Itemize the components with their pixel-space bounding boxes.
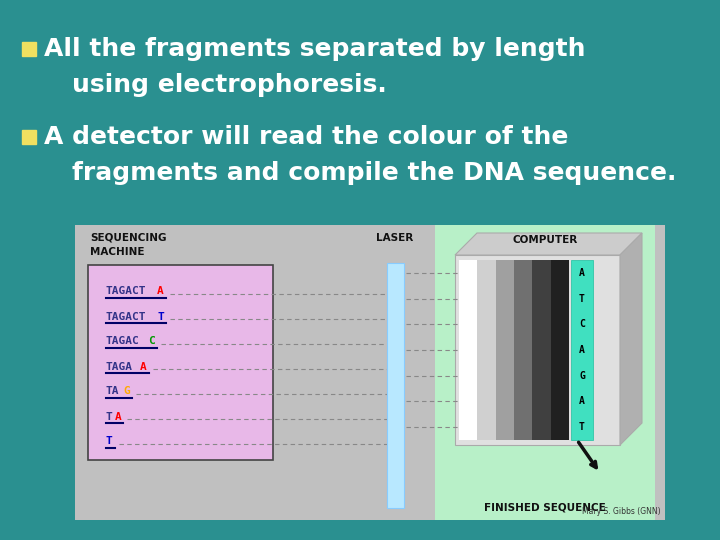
Bar xyxy=(22,130,36,144)
Text: G: G xyxy=(123,387,130,396)
Polygon shape xyxy=(620,233,642,445)
Text: A: A xyxy=(579,396,585,407)
Text: TAGACT: TAGACT xyxy=(106,312,146,321)
Text: A: A xyxy=(579,345,585,355)
Bar xyxy=(459,260,477,440)
Bar xyxy=(514,260,532,440)
Text: SEQUENCING: SEQUENCING xyxy=(90,233,166,243)
Text: fragments and compile the DNA sequence.: fragments and compile the DNA sequence. xyxy=(72,161,676,185)
Bar xyxy=(435,225,655,520)
Text: MACHINE: MACHINE xyxy=(90,247,145,257)
Text: COMPUTER: COMPUTER xyxy=(513,235,577,245)
Bar xyxy=(551,260,569,440)
Bar xyxy=(532,260,551,440)
Text: TAGACT: TAGACT xyxy=(106,287,146,296)
Text: A: A xyxy=(157,287,163,296)
Text: G: G xyxy=(579,371,585,381)
Text: TA: TA xyxy=(106,387,120,396)
Bar xyxy=(571,260,593,440)
Text: T: T xyxy=(106,411,113,422)
Text: A: A xyxy=(114,411,121,422)
Bar xyxy=(455,255,620,445)
Text: LASER: LASER xyxy=(377,233,413,243)
Text: A: A xyxy=(579,268,585,278)
Text: FINISHED SEQUENCE: FINISHED SEQUENCE xyxy=(484,502,606,512)
Text: All the fragments separated by length: All the fragments separated by length xyxy=(44,37,585,61)
Text: T: T xyxy=(579,294,585,303)
Text: TAGA: TAGA xyxy=(106,361,133,372)
Text: A: A xyxy=(140,361,147,372)
Text: TAGAC: TAGAC xyxy=(106,336,140,347)
Text: C: C xyxy=(579,319,585,329)
Text: T: T xyxy=(106,436,113,447)
Bar xyxy=(495,260,514,440)
Bar xyxy=(477,260,495,440)
Bar xyxy=(387,263,404,508)
Text: Mary S. Gibbs (GNN): Mary S. Gibbs (GNN) xyxy=(582,507,661,516)
Bar xyxy=(88,265,273,460)
Text: A detector will read the colour of the: A detector will read the colour of the xyxy=(44,125,568,149)
Text: C: C xyxy=(148,336,156,347)
Text: T: T xyxy=(579,422,585,432)
Polygon shape xyxy=(455,233,642,255)
Text: T: T xyxy=(157,312,163,321)
Bar xyxy=(75,225,665,520)
Text: using electrophoresis.: using electrophoresis. xyxy=(72,73,387,97)
Bar xyxy=(22,42,36,56)
